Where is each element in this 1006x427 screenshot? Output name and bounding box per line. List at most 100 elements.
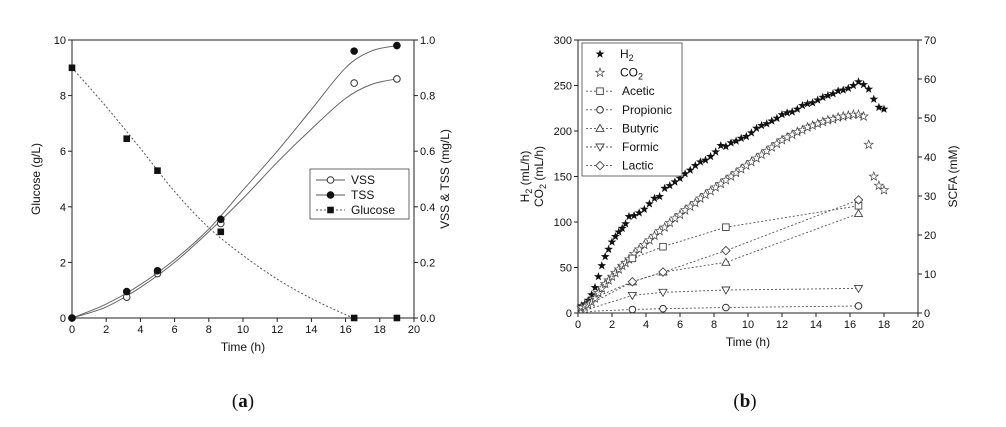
y2-tick-label: 30 bbox=[924, 191, 936, 203]
x-tick-label: 10 bbox=[742, 319, 754, 331]
legend-box bbox=[309, 168, 410, 220]
legend-box bbox=[581, 42, 683, 177]
data-point-glucose bbox=[393, 314, 401, 322]
data-point-h2 bbox=[782, 108, 792, 117]
data-point-lactic bbox=[658, 267, 668, 277]
data-point-tss bbox=[122, 287, 131, 296]
x-axis-label: Time (h) bbox=[221, 340, 265, 354]
data-point-tss bbox=[153, 266, 162, 275]
data-point-h2 bbox=[838, 85, 848, 94]
x-tick-label: 10 bbox=[237, 324, 249, 336]
y2-tick-label: 0 bbox=[924, 308, 930, 320]
data-point-glucose bbox=[123, 135, 131, 142]
panel-label-b: (b) bbox=[733, 391, 756, 412]
y-tick-label: 100 bbox=[554, 217, 572, 229]
data-point-h2 bbox=[843, 83, 853, 92]
data-point-tss bbox=[350, 47, 358, 55]
data-point-h2 bbox=[752, 123, 761, 132]
legend-label: Propionic bbox=[622, 103, 672, 117]
x-tick-label: 8 bbox=[206, 324, 212, 336]
data-point-propionic bbox=[722, 303, 730, 312]
y2-tick-label: 70 bbox=[924, 35, 936, 47]
legend: H2 CO2 Acetic Propionic Butyric Formic Lactic bbox=[581, 42, 683, 177]
data-point-lactic bbox=[627, 276, 638, 287]
legend-label: Lactic bbox=[622, 159, 653, 173]
y2-tick-label: 20 bbox=[924, 230, 936, 242]
data-point-h2 bbox=[798, 100, 807, 110]
legend-marker bbox=[595, 49, 605, 58]
data-point-h2 bbox=[607, 237, 617, 246]
series-line-butyric bbox=[577, 213, 859, 314]
data-point-h2 bbox=[655, 191, 664, 201]
data-point-h2 bbox=[696, 157, 705, 166]
y2-tick-label: 0.2 bbox=[420, 257, 435, 269]
legend-marker bbox=[327, 206, 334, 214]
x-tick-label: 18 bbox=[878, 319, 890, 331]
legend-label: Butyric bbox=[622, 121, 659, 135]
x-tick-label: 4 bbox=[643, 319, 649, 331]
data-point-h2 bbox=[879, 104, 889, 113]
x-tick-label: 16 bbox=[844, 319, 856, 331]
data-point-h2 bbox=[777, 110, 787, 119]
y2-tick-label: 0.8 bbox=[420, 91, 435, 103]
data-point-h2 bbox=[787, 107, 797, 116]
x-tick-label: 14 bbox=[305, 324, 317, 336]
data-point-h2 bbox=[617, 223, 627, 233]
legend-label: H2 bbox=[620, 47, 634, 63]
data-point-h2 bbox=[869, 94, 879, 103]
data-point-h2 bbox=[864, 84, 874, 93]
data-point-h2 bbox=[629, 211, 639, 220]
data-point-h2 bbox=[747, 128, 756, 137]
y2-tick-label: 60 bbox=[924, 74, 936, 86]
data-point-h2 bbox=[680, 169, 690, 178]
series-line-glucose bbox=[71, 67, 355, 319]
data-point-h2 bbox=[624, 211, 634, 221]
data-point-h2 bbox=[701, 155, 710, 164]
x-tick-label: 18 bbox=[374, 324, 386, 336]
data-point-co2 bbox=[593, 287, 604, 298]
data-point-acetic bbox=[628, 254, 637, 263]
series-line-formic bbox=[577, 287, 859, 314]
x-tick-label: 12 bbox=[776, 319, 788, 331]
data-point-co2 bbox=[589, 292, 601, 304]
data-point-glucose bbox=[350, 314, 358, 322]
legend-label: Acetic bbox=[622, 84, 655, 98]
data-point-h2 bbox=[706, 151, 715, 161]
data-point-h2 bbox=[726, 138, 736, 147]
data-point-h2 bbox=[634, 208, 644, 217]
data-point-h2 bbox=[639, 204, 649, 213]
y2-tick-label: 10 bbox=[924, 269, 936, 281]
data-point-h2 bbox=[772, 113, 782, 122]
legend-label: TSS bbox=[351, 188, 374, 202]
data-point-h2 bbox=[675, 173, 685, 182]
data-point-h2 bbox=[803, 99, 812, 108]
y-axis-label-co2: CO2 (mL/h) bbox=[532, 146, 548, 207]
x-axis-label: Time (h) bbox=[726, 335, 770, 349]
data-point-co2 bbox=[858, 110, 869, 122]
data-point-h2 bbox=[823, 90, 833, 100]
data-point-h2 bbox=[813, 95, 823, 104]
data-point-tss bbox=[68, 314, 76, 322]
data-point-co2 bbox=[853, 108, 864, 120]
y-tick-label: 200 bbox=[554, 126, 572, 138]
data-point-co2 bbox=[868, 170, 880, 182]
data-point-h2 bbox=[767, 116, 777, 125]
legend-label: CO2 bbox=[620, 66, 643, 82]
y-tick-label: 0 bbox=[60, 313, 66, 325]
data-point-tss bbox=[216, 215, 225, 224]
data-point-h2 bbox=[859, 80, 868, 89]
data-point-lactic bbox=[721, 245, 731, 256]
data-point-h2 bbox=[670, 177, 680, 186]
data-point-h2 bbox=[597, 261, 607, 270]
x-tick-label: 8 bbox=[711, 319, 717, 331]
data-point-vss bbox=[393, 75, 401, 83]
legend-marker bbox=[326, 176, 335, 184]
data-point-h2 bbox=[849, 80, 858, 90]
data-point-h2 bbox=[690, 161, 700, 170]
y2-tick-label: 0.6 bbox=[420, 146, 435, 158]
data-point-h2 bbox=[874, 102, 884, 112]
y2-tick-label: 1.0 bbox=[420, 35, 435, 47]
data-point-tss bbox=[393, 41, 401, 50]
